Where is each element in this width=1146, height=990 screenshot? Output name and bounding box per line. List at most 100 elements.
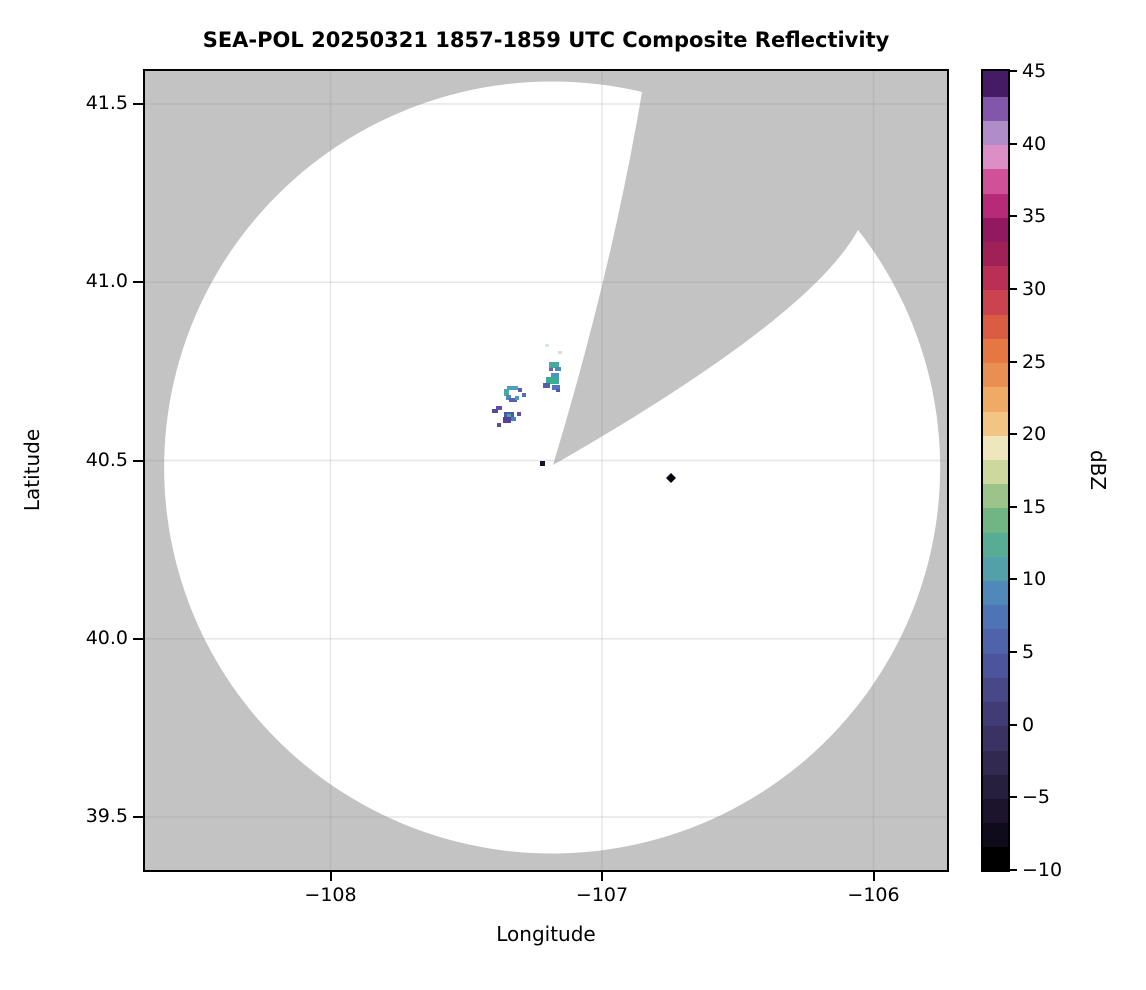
colorbar-band — [983, 385, 1008, 412]
colorbar-tick — [1008, 505, 1017, 508]
colorbar-band — [983, 240, 1008, 267]
colorbar-band — [983, 845, 1008, 872]
colorbar-tick-label: 0 — [1022, 713, 1035, 736]
y-tick — [133, 459, 143, 462]
echo-cell — [503, 417, 511, 423]
colorbar-tick-label: 15 — [1022, 495, 1047, 518]
x-tick-label: −108 — [304, 884, 357, 906]
echo-cell — [492, 409, 498, 413]
reflectivity-echoes — [492, 344, 562, 466]
echo-cell — [551, 373, 559, 378]
colorbar-tick — [1008, 215, 1017, 218]
radar-coverage-area — [164, 81, 941, 854]
colorbar-tick — [1008, 433, 1017, 436]
colorbar-band — [983, 434, 1008, 460]
echo-cell — [507, 414, 511, 418]
x-tick-label: −107 — [575, 884, 629, 906]
colorbar-band — [983, 361, 1008, 388]
echo-cell — [507, 386, 518, 390]
colorbar-tick-label: 10 — [1022, 568, 1047, 591]
echo-cell — [549, 368, 553, 371]
colorbar-band — [983, 555, 1008, 582]
y-axis-label: Latitude — [20, 428, 44, 512]
echo-cell — [545, 344, 549, 347]
x-tick — [601, 871, 603, 881]
colorbar-gradient — [983, 71, 1008, 872]
colorbar-tick — [1008, 70, 1017, 72]
colorbar-tick — [1008, 869, 1017, 871]
colorbar-band — [983, 531, 1008, 557]
x-tick — [872, 871, 875, 881]
colorbar-band — [983, 264, 1008, 291]
colorbar-label: dBZ — [1086, 449, 1110, 491]
echo-cell — [511, 417, 516, 421]
plot-area — [143, 69, 949, 872]
echo-cell — [556, 389, 560, 392]
y-tick — [133, 816, 143, 818]
echo-cell — [496, 406, 502, 410]
colorbar-tick — [1008, 651, 1017, 654]
colorbar-band — [983, 458, 1008, 485]
colorbar-tick-label: 35 — [1022, 205, 1047, 228]
y-tick — [133, 103, 143, 105]
y-tick-label: 41.0 — [85, 270, 128, 293]
echo-cell — [504, 389, 509, 396]
colorbar-band — [983, 748, 1008, 775]
y-tick-label: 40.0 — [85, 626, 128, 649]
echo-cell — [558, 351, 562, 354]
colorbar-band — [983, 821, 1008, 848]
colorbar-tick-label: −10 — [1022, 859, 1063, 881]
colorbar-band — [983, 119, 1008, 146]
y-tick-label: 41.5 — [85, 92, 128, 114]
echo-cell — [522, 393, 526, 397]
colorbar-tick — [1008, 723, 1017, 726]
colorbar-tick-label: 45 — [1022, 60, 1047, 82]
radar-scene — [145, 71, 947, 870]
y-tick-label: 40.5 — [85, 448, 128, 471]
colorbar-tick-label: −5 — [1022, 786, 1051, 809]
colorbar-band — [983, 143, 1008, 170]
grid-lines — [145, 71, 947, 870]
colorbar-tick-label: 20 — [1022, 423, 1047, 446]
y-tick — [133, 281, 143, 284]
colorbar-tick — [1008, 287, 1017, 290]
echo-cell — [509, 398, 517, 402]
colorbar-band — [983, 409, 1008, 436]
colorbar-band — [983, 700, 1008, 727]
colorbar-tick — [1008, 796, 1017, 799]
colorbar — [981, 69, 1010, 872]
colorbar-tick-label: 30 — [1022, 277, 1047, 300]
x-axis-label: Longitude — [496, 922, 596, 946]
colorbar-band — [983, 216, 1008, 243]
colorbar-band — [983, 313, 1008, 339]
echo-cell — [515, 396, 519, 400]
colorbar-tick-label: 5 — [1022, 641, 1035, 664]
echo-cell — [543, 383, 550, 388]
echo-cell — [497, 423, 501, 427]
colorbar-tick — [1008, 578, 1017, 581]
colorbar-band — [983, 773, 1008, 799]
colorbar-band — [983, 797, 1008, 824]
echo-cell — [549, 362, 559, 368]
echo-cell — [540, 461, 545, 466]
colorbar-band — [983, 288, 1008, 315]
colorbar-band — [983, 95, 1008, 121]
echo-cell — [555, 367, 561, 371]
colorbar-band — [983, 167, 1008, 194]
echo-cell — [518, 388, 522, 392]
colorbar-band — [983, 603, 1008, 630]
chart-title: SEA-POL 20250321 1857-1859 UTC Composite… — [202, 28, 890, 52]
colorbar-band — [983, 579, 1008, 606]
colorbar-band — [983, 482, 1008, 509]
colorbar-band — [983, 676, 1008, 703]
echo-point-marker — [666, 473, 676, 483]
echo-cell — [517, 412, 521, 416]
y-tick-label: 39.5 — [85, 805, 128, 827]
colorbar-band — [983, 337, 1008, 364]
colorbar-tick — [1008, 142, 1017, 145]
colorbar-band — [983, 192, 1008, 218]
echo-cell — [552, 385, 560, 390]
x-tick — [329, 871, 332, 881]
colorbar-band — [983, 506, 1008, 533]
